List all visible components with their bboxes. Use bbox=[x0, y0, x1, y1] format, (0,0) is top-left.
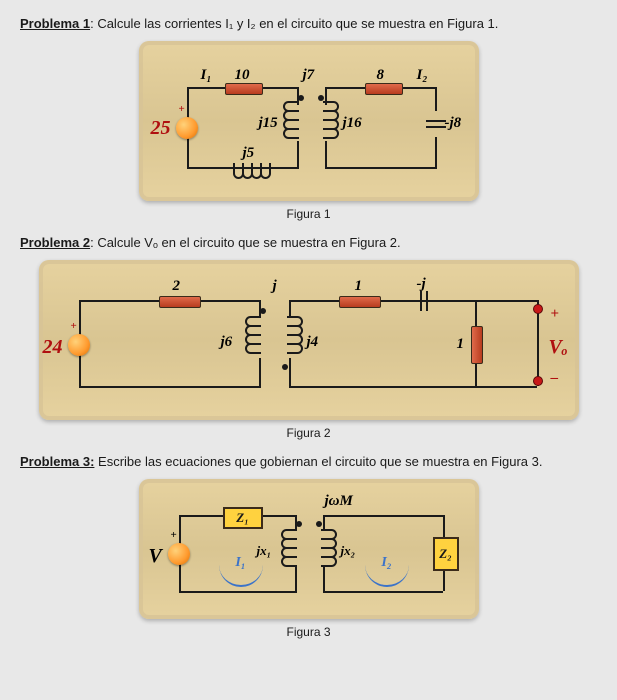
resistor-8-label: 8 bbox=[377, 67, 385, 84]
resistor-10-label: 10 bbox=[235, 67, 250, 84]
coupling-dot-left-2-icon bbox=[260, 308, 266, 314]
current-i1: I₁ bbox=[201, 67, 212, 84]
voltage-source-v-icon bbox=[168, 543, 190, 565]
problem3-text: Problema 3: Escribe las ecuaciones que g… bbox=[20, 454, 597, 469]
coil-j4-icon bbox=[287, 318, 303, 354]
loop-current-i2-icon: I₂ bbox=[365, 549, 409, 587]
resistor-1-icon bbox=[339, 296, 381, 308]
impedance-z1: Z₁ bbox=[223, 507, 263, 529]
current-i2: I₂ bbox=[417, 67, 428, 84]
capacitor-j8-icon bbox=[426, 117, 446, 131]
capacitor-j8-label: -j8 bbox=[445, 115, 462, 132]
figure1-circuit: 25 + 10 8 I₁ I₂ j7 j15 j16 j5 -j8 bbox=[139, 41, 479, 201]
mutual-j: j bbox=[273, 278, 277, 295]
resistor-2-icon bbox=[159, 296, 201, 308]
mutual-jwm: jωM bbox=[325, 493, 353, 510]
figure2-circuit: 24 + 2 j j6 j4 1 -j 1 Vₒ + – bbox=[39, 260, 579, 420]
coil-j4-label: j4 bbox=[307, 334, 319, 351]
voltage-source-icon bbox=[68, 334, 90, 356]
source-value: 25 bbox=[151, 117, 171, 140]
problem2-body: : Calcule Vₒ en el circuito que se muest… bbox=[90, 235, 401, 250]
problem1-text: Problema 1: Calcule las corrientes I₁ y … bbox=[20, 16, 597, 31]
resistor-1v-icon bbox=[471, 326, 483, 364]
output-vo: Vₒ bbox=[549, 336, 568, 359]
capacitor-j-label: -j bbox=[417, 276, 426, 293]
voltage-source-icon bbox=[176, 117, 198, 139]
coil-j5-icon bbox=[235, 163, 271, 179]
coupling-dot-right-2-icon bbox=[282, 364, 288, 370]
resistor-1-label: 1 bbox=[355, 278, 363, 295]
problem2-label: Problema 2 bbox=[20, 235, 90, 250]
coil-jx2-label: jx₂ bbox=[341, 543, 356, 559]
coil-jx1-icon bbox=[281, 531, 297, 567]
resistor-8-icon bbox=[365, 83, 403, 95]
source-value-2: 24 bbox=[43, 336, 63, 359]
mutual-j7: j7 bbox=[303, 67, 315, 84]
output-minus: – bbox=[551, 370, 559, 387]
resistor-10-icon bbox=[225, 83, 263, 95]
coil-j6-icon bbox=[245, 318, 261, 354]
figure3-circuit: V + Z₁ jωM jx₁ jx₂ I₁ I₂ Z₂ bbox=[139, 479, 479, 619]
resistor-1v-label: 1 bbox=[457, 336, 465, 353]
source-v: V bbox=[149, 545, 162, 568]
impedance-z2: Z₂ bbox=[433, 537, 459, 571]
output-terminal-bottom-icon bbox=[533, 376, 543, 386]
output-terminal-top-icon bbox=[533, 304, 543, 314]
source-plus: + bbox=[179, 103, 185, 115]
coil-j5-label: j5 bbox=[243, 145, 255, 162]
loop-current-i1-icon: I₁ bbox=[219, 549, 263, 587]
problem1-body: : Calcule las corrientes I₁ y I₂ en el c… bbox=[90, 16, 498, 31]
capacitor-j-icon bbox=[417, 291, 431, 311]
output-plus: + bbox=[551, 306, 560, 323]
coil-j15-icon bbox=[283, 103, 299, 139]
source-v-plus: + bbox=[171, 529, 177, 541]
problem2-text: Problema 2: Calcule Vₒ en el circuito qu… bbox=[20, 235, 597, 250]
figure2-caption: Figura 2 bbox=[20, 426, 597, 440]
coil-jx2-icon bbox=[321, 531, 337, 567]
figure1-caption: Figura 1 bbox=[20, 207, 597, 221]
problem1-label: Problema 1 bbox=[20, 16, 90, 31]
loop-current-i1-label: I₁ bbox=[235, 555, 245, 570]
resistor-2-label: 2 bbox=[173, 278, 181, 295]
coil-j16-label: j16 bbox=[343, 115, 362, 132]
figure3-caption: Figura 3 bbox=[20, 625, 597, 639]
coil-j6-label: j6 bbox=[221, 334, 233, 351]
coil-j16-icon bbox=[323, 103, 339, 139]
loop-current-i2-label: I₂ bbox=[381, 555, 391, 570]
coil-j15-label: j15 bbox=[259, 115, 278, 132]
source-plus-2: + bbox=[71, 320, 77, 332]
problem3-body: Escribe las ecuaciones que gobiernan el … bbox=[94, 454, 542, 469]
coupling-dot-left-3-icon bbox=[296, 521, 302, 527]
coupling-dot-right-3-icon bbox=[316, 521, 322, 527]
problem3-label: Problema 3: bbox=[20, 454, 94, 469]
